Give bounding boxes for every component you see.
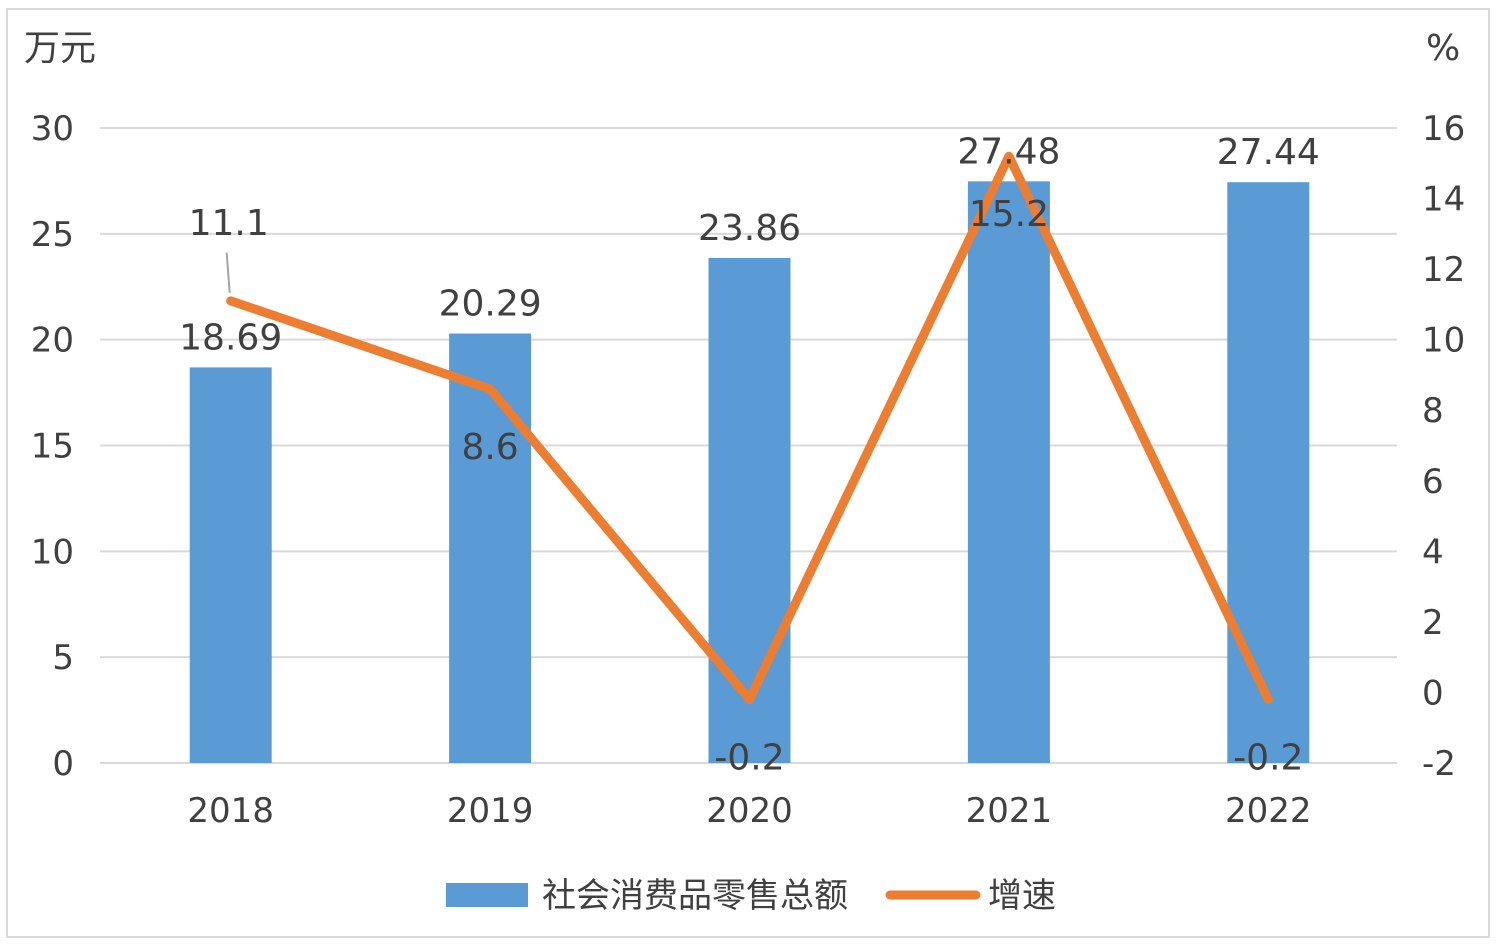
x-tick-label: 2021 <box>966 791 1053 831</box>
data-labels: 18.69 20.29 23.86 27.48 27.44 11.1 8.6 -0.2 15.2… <box>179 131 1320 778</box>
legend-swatch-bar <box>446 883 528 907</box>
line-point <box>748 698 751 701</box>
line-point <box>1007 155 1010 158</box>
y-left-tick-label: 0 <box>52 744 74 784</box>
legend-label-bar: 社会消费品零售总额 <box>542 876 848 916</box>
bar-value-label: 20.29 <box>439 284 542 325</box>
growth-value-label: 15.2 <box>969 194 1049 235</box>
y-right-tick-label: 14 <box>1422 180 1465 220</box>
line-point <box>229 299 232 302</box>
line-point <box>1267 698 1270 701</box>
y-left-tick-label: 20 <box>31 321 74 361</box>
x-tick-label: 2020 <box>706 791 793 831</box>
y-right-tick-label: -2 <box>1422 744 1456 784</box>
growth-value-label: 8.6 <box>461 427 518 468</box>
bar <box>1227 182 1310 764</box>
label-leader-line <box>225 252 231 293</box>
right-axis-unit: % <box>1426 28 1460 69</box>
y-left-tick-label: 25 <box>31 215 74 255</box>
growth-value-label: -0.2 <box>714 738 784 779</box>
y-right-tick-label: 2 <box>1422 603 1444 643</box>
x-tick-label: 2018 <box>187 791 274 831</box>
y-right-tick-label: 0 <box>1422 673 1444 713</box>
legend-label-line: 增速 <box>988 876 1056 916</box>
bar <box>449 333 532 763</box>
bar-value-label: 27.48 <box>957 131 1060 172</box>
left-axis-unit: 万元 <box>24 28 96 69</box>
x-tick-label: 2022 <box>1225 791 1312 831</box>
y-right-tick-label: 12 <box>1422 250 1465 290</box>
y-left-tick-label: 30 <box>31 109 74 149</box>
growth-value-label: -0.2 <box>1233 738 1303 779</box>
bar <box>967 181 1050 764</box>
legend: 社会消费品零售总额 增速 <box>446 876 1056 916</box>
y-left-tick-label: 15 <box>31 427 74 467</box>
x-tick-label: 2019 <box>447 791 534 831</box>
line-point <box>489 388 492 391</box>
bar-series <box>189 181 1310 764</box>
bar <box>708 257 791 763</box>
line-series <box>226 151 1273 704</box>
y-left-tick-label: 5 <box>52 638 74 678</box>
axes: 0 5 10 15 20 25 30 -2 0 2 4 6 8 10 12 14 16 2018 2019 2020 2… <box>31 109 1466 831</box>
y-right-tick-label: 4 <box>1422 532 1444 572</box>
y-right-tick-label: 6 <box>1422 462 1444 502</box>
y-right-tick-label: 16 <box>1422 109 1465 149</box>
y-left-tick-label: 10 <box>31 532 74 572</box>
bar-value-label: 23.86 <box>698 208 801 249</box>
growth-value-label: 11.1 <box>189 203 269 244</box>
y-right-tick-label: 10 <box>1422 321 1465 361</box>
bar-value-label: 27.44 <box>1217 132 1320 173</box>
y-right-tick-label: 8 <box>1422 391 1444 431</box>
bar-value-label: 18.69 <box>179 317 282 358</box>
bar <box>189 367 272 763</box>
